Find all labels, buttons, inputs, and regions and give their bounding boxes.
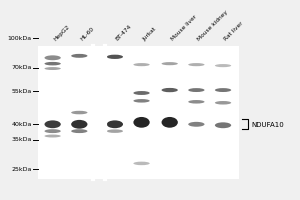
Ellipse shape — [71, 120, 88, 129]
Text: HepG2: HepG2 — [52, 24, 70, 42]
Ellipse shape — [215, 101, 231, 105]
Ellipse shape — [107, 55, 123, 59]
Text: BT-474: BT-474 — [115, 24, 133, 42]
Text: Rat liver: Rat liver — [223, 21, 244, 42]
Ellipse shape — [71, 54, 88, 58]
Ellipse shape — [188, 122, 205, 127]
Text: 25kDa: 25kDa — [11, 167, 32, 172]
Ellipse shape — [188, 100, 205, 104]
Ellipse shape — [188, 63, 205, 66]
Ellipse shape — [162, 88, 178, 92]
Text: HL-60: HL-60 — [79, 26, 95, 42]
Ellipse shape — [44, 135, 61, 137]
Ellipse shape — [107, 120, 123, 128]
Ellipse shape — [162, 117, 178, 128]
Ellipse shape — [107, 129, 123, 133]
Ellipse shape — [44, 55, 61, 60]
Text: Jurkat: Jurkat — [142, 27, 157, 42]
Ellipse shape — [44, 62, 61, 65]
Ellipse shape — [44, 67, 61, 70]
Text: 35kDa: 35kDa — [11, 137, 32, 142]
Ellipse shape — [188, 88, 205, 92]
Text: 55kDa: 55kDa — [12, 89, 32, 94]
Ellipse shape — [134, 99, 150, 103]
Text: Mouse kidney: Mouse kidney — [196, 10, 229, 42]
Text: Mouse liver: Mouse liver — [170, 14, 197, 42]
Text: 70kDa: 70kDa — [11, 65, 32, 70]
Ellipse shape — [215, 122, 231, 128]
FancyBboxPatch shape — [38, 46, 239, 179]
Ellipse shape — [134, 91, 150, 95]
Ellipse shape — [215, 88, 231, 92]
Ellipse shape — [134, 63, 150, 66]
Ellipse shape — [71, 111, 88, 114]
Ellipse shape — [162, 62, 178, 65]
Ellipse shape — [44, 120, 61, 128]
Ellipse shape — [134, 162, 150, 165]
Text: NDUFA10: NDUFA10 — [251, 122, 284, 128]
Text: 40kDa: 40kDa — [11, 122, 32, 127]
Ellipse shape — [71, 129, 88, 133]
Ellipse shape — [215, 64, 231, 67]
Text: 100kDa: 100kDa — [8, 36, 32, 41]
Ellipse shape — [134, 117, 150, 128]
Ellipse shape — [44, 129, 61, 133]
